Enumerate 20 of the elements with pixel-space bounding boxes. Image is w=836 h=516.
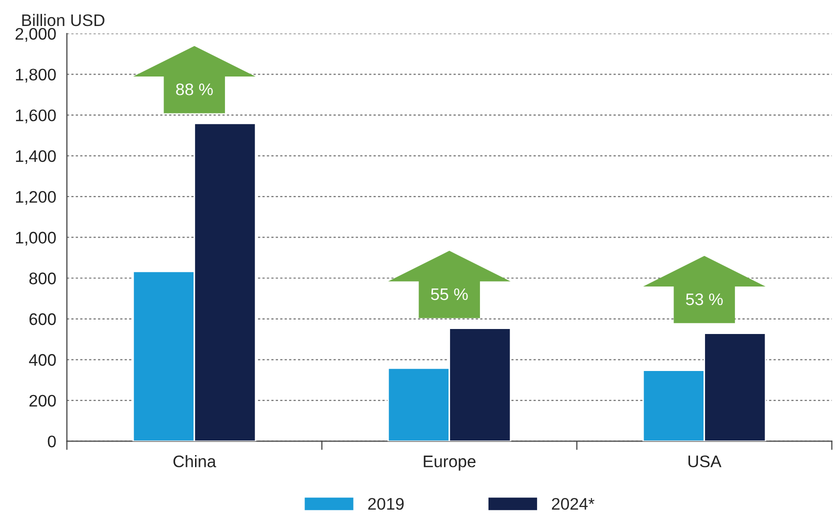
x-tick-label: China <box>173 455 216 468</box>
y-tick-label: 1,800 <box>16 68 56 82</box>
y-tick-label: 0 <box>48 436 56 448</box>
annotation: 53 % <box>686 293 723 306</box>
y-tick-label: 200 <box>29 394 56 407</box>
annotation: 55 % <box>431 288 468 300</box>
y-tick-label: 800 <box>29 272 56 284</box>
y-tick-label: 600 <box>30 313 56 326</box>
legend-label: 2024* <box>552 498 594 510</box>
y-tick-label: 2,000 <box>16 28 56 42</box>
x-tick-label: USA <box>688 456 722 468</box>
y-tick-label: 400 <box>29 354 56 366</box>
y-tick-label: 1,000 <box>16 232 56 246</box>
legend-label: 2019 <box>368 498 404 510</box>
annotation: 88 % <box>176 83 213 96</box>
y-axis-title: Billion USD <box>22 14 104 26</box>
y-tick-label: 1,400 <box>16 150 56 164</box>
y-tick-label: 1,600 <box>16 109 56 124</box>
y-tick-label: 1,200 <box>16 190 56 205</box>
x-tick-label: Europe <box>424 456 476 471</box>
